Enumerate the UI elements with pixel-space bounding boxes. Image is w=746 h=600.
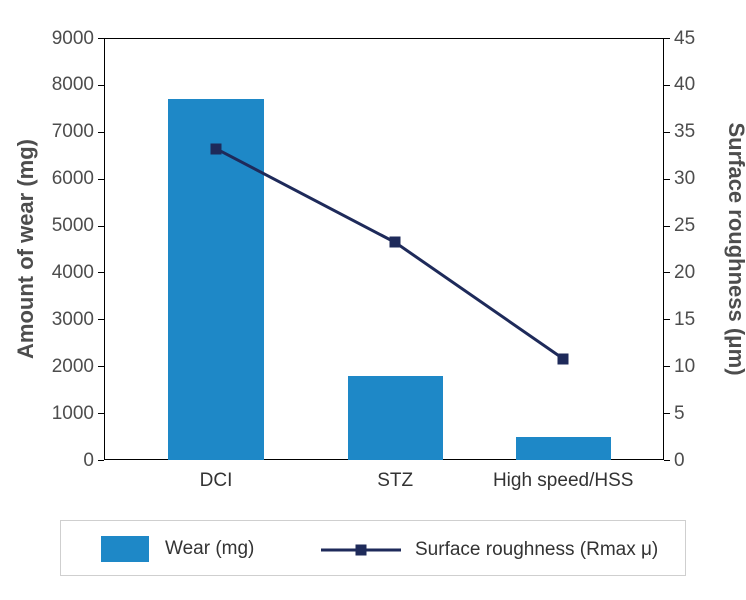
- legend: Wear (mg) Surface roughness (Rmax μ): [60, 520, 686, 576]
- category-label: High speed/HSS: [493, 470, 633, 492]
- legend-item-roughness: Surface roughness (Rmax μ): [321, 539, 658, 561]
- line-marker: [211, 143, 222, 154]
- legend-item-wear: Wear (mg): [101, 536, 254, 562]
- line-marker: [558, 353, 569, 364]
- line-series: [0, 0, 746, 600]
- category-label: STZ: [377, 470, 413, 492]
- line-path: [216, 149, 563, 359]
- chart-container: Amount of wear (mg) Surface roughness (μ…: [0, 0, 746, 600]
- category-label: DCI: [200, 470, 233, 492]
- legend-label-wear: Wear (mg): [165, 538, 254, 560]
- legend-swatch-line: [321, 540, 401, 560]
- line-marker: [390, 237, 401, 248]
- legend-swatch-bar: [101, 536, 149, 562]
- legend-label-roughness: Surface roughness (Rmax μ): [415, 539, 658, 561]
